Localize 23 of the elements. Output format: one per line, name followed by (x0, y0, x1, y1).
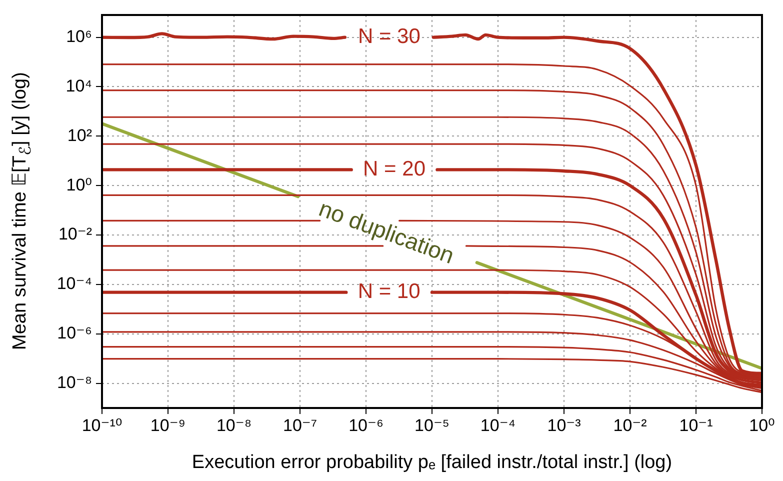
x-tick-label: 10⁻² (613, 416, 648, 435)
x-tick-label: 10⁻⁸ (216, 416, 252, 435)
x-tick-label: 10⁻¹ (679, 416, 714, 435)
x-tick-label: 10⁻¹⁰ (82, 416, 122, 435)
x-tick-label: 10⁻⁶ (348, 416, 384, 435)
x-tick-label: 10⁻⁹ (150, 416, 186, 435)
y-tick-label: 10² (67, 126, 92, 145)
y-tick-label: 10⁻⁶ (57, 324, 92, 343)
x-tick-label: 10⁰ (749, 416, 776, 435)
y-tick-label: 10⁴ (66, 76, 92, 96)
x-tick-label: 10⁻⁵ (414, 416, 450, 435)
series-label: N = 20 (363, 157, 426, 180)
series-label: N = 30 (358, 25, 420, 48)
y-tick-label: 10⁰ (66, 175, 92, 194)
x-tick-label: 10⁻³ (547, 416, 582, 435)
y-tick-label: 10⁻² (58, 224, 92, 244)
y-tick-label: 10⁶ (66, 27, 92, 46)
x-axis-title: Execution error probability pₑ [failed instr./total instr.] (log) (190, 452, 674, 474)
x-tick-label: 10⁻⁷ (282, 416, 318, 435)
x-tick-label: 10⁻⁴ (480, 416, 516, 435)
y-tick-label: 10⁻⁸ (56, 372, 92, 392)
series-label: N = 10 (358, 280, 420, 304)
y-tick-label: 10⁻⁴ (56, 274, 92, 294)
